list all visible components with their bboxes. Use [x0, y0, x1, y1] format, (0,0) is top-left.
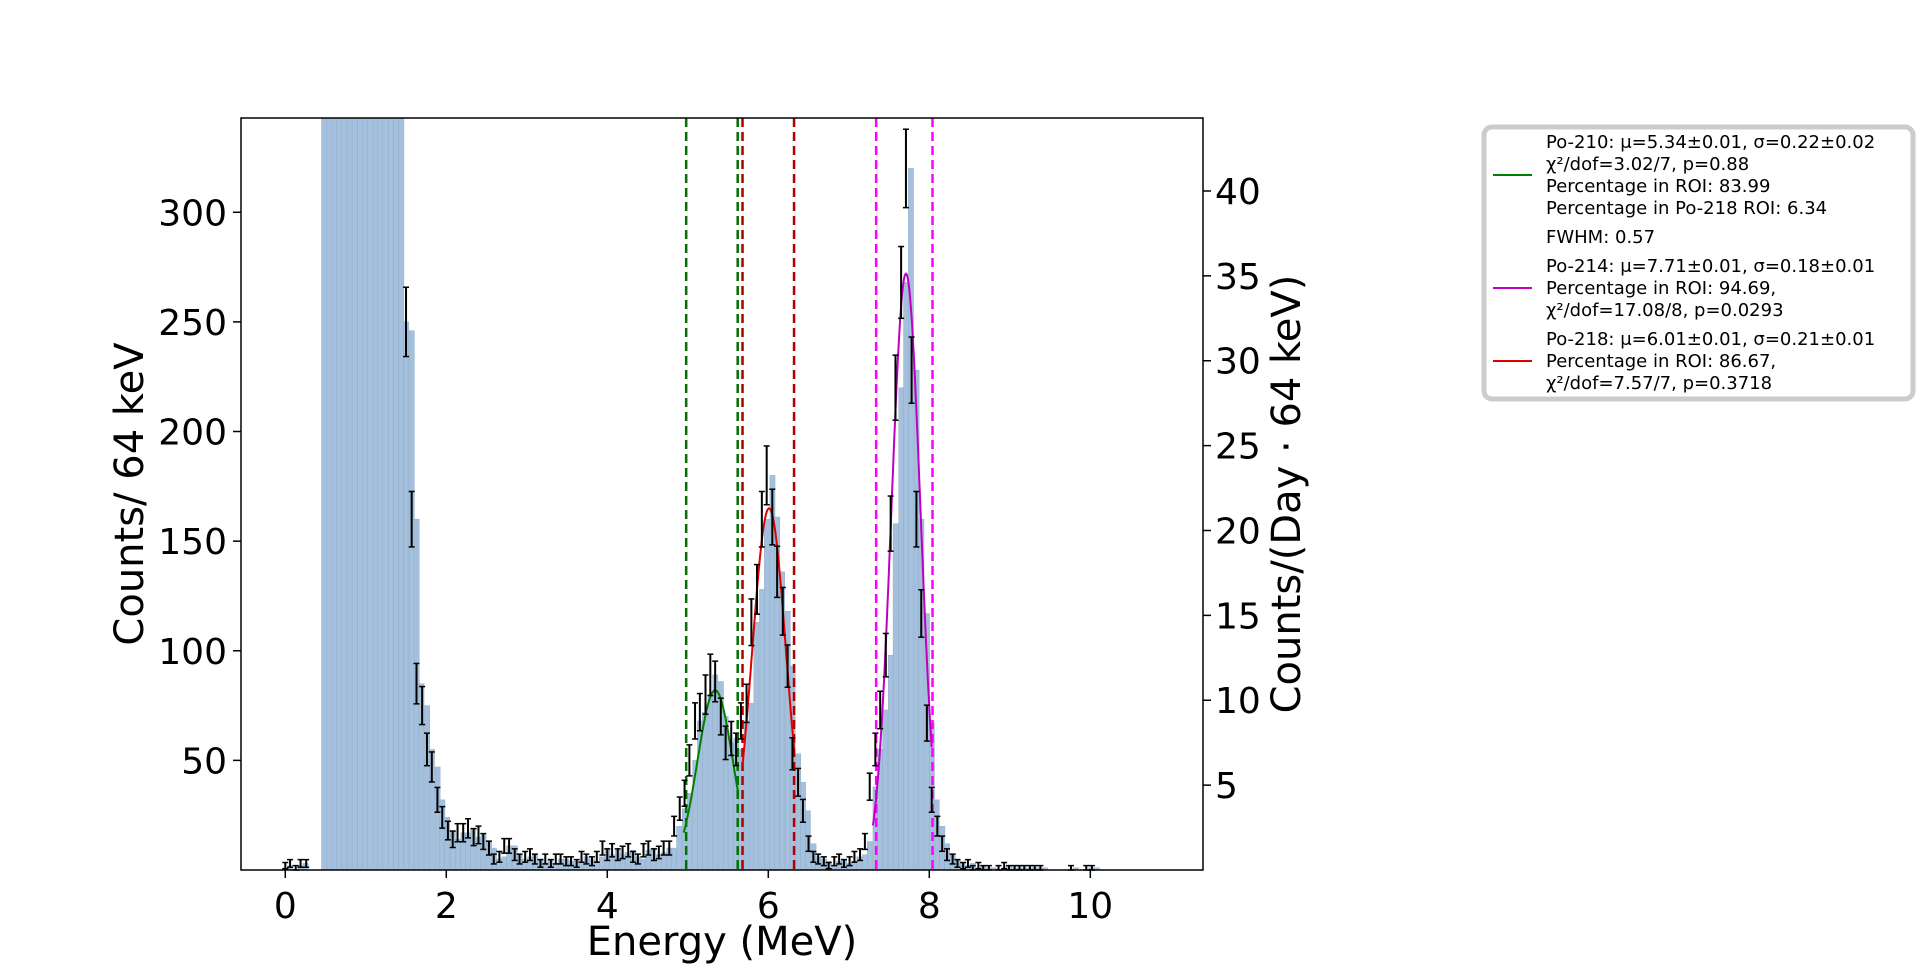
y-tick-label: 300	[158, 193, 227, 234]
histogram-bar	[800, 782, 806, 871]
histogram-bar	[388, 117, 394, 871]
legend-entry-text: Po-210: μ=5.34±0.01, σ=0.22±0.02	[1546, 132, 1875, 153]
histogram-bar	[347, 117, 353, 871]
histogram-bar	[321, 117, 327, 871]
histogram-bar	[357, 117, 364, 871]
legend-entry-text: Percentage in ROI: 83.99	[1546, 176, 1770, 197]
legend-entry-text: Po-214: μ=7.71±0.01, σ=0.18±0.01	[1546, 256, 1875, 277]
histogram-bar	[707, 694, 714, 871]
right-y-tick-label: 25	[1215, 427, 1261, 468]
histogram-bar	[424, 705, 430, 871]
right-y-tick-label: 10	[1215, 681, 1261, 722]
legend-entry-text: Percentage in Po-218 ROI: 6.34	[1546, 198, 1827, 219]
fit-curve	[871, 272, 933, 826]
legend-entry-text: FWHM: 0.57	[1546, 227, 1655, 248]
histogram-bar	[372, 117, 379, 871]
histogram-bar	[888, 654, 894, 871]
histogram-bar	[341, 117, 347, 871]
histogram-bar	[764, 519, 770, 871]
right-y-tick-label: 30	[1215, 342, 1261, 383]
fit-curve	[741, 507, 795, 765]
histogram-bar	[599, 856, 605, 871]
x-axis-ticks: 0 2 4 6 8 10	[274, 870, 1113, 927]
legend-entry-text: χ²/dof=17.08/8, p=0.0293	[1546, 300, 1784, 321]
histogram-bar	[501, 856, 508, 871]
histogram-bar	[351, 117, 358, 871]
y-tick-label: 50	[181, 741, 227, 782]
y-tick-label: 150	[158, 522, 227, 563]
x-tick-label: 0	[274, 886, 297, 927]
y-tick-label: 200	[158, 413, 227, 454]
y-axis-label: Counts/ 64 keV	[107, 342, 153, 646]
histogram-bar	[862, 854, 868, 871]
x-tick-label: 10	[1067, 886, 1113, 927]
plot-frame	[240, 117, 1204, 871]
legend-entry-text: Percentage in ROI: 94.69,	[1546, 278, 1776, 299]
legend-entry-text: χ²/dof=7.57/7, p=0.3718	[1546, 373, 1772, 394]
histogram-bar	[362, 117, 368, 871]
histogram-bar	[326, 117, 332, 871]
histogram-bar	[640, 858, 647, 871]
right-y-axis-ticks: 5 10 15 20 25 30 35 40	[1203, 172, 1261, 807]
right-y-tick-label: 35	[1215, 257, 1261, 298]
y-tick-label: 250	[158, 303, 227, 344]
x-axis-label: Energy (MeV)	[587, 919, 857, 965]
legend-box	[1481, 124, 1916, 402]
x-tick-label: 2	[435, 886, 458, 927]
legend-entry-text: Po-218: μ=6.01±0.01, σ=0.21±0.01	[1546, 329, 1875, 350]
histogram-bar	[671, 847, 678, 871]
right-y-tick-label: 15	[1215, 596, 1261, 637]
histogram-bar	[712, 674, 719, 871]
histogram-bar	[882, 709, 888, 871]
histogram-bar	[403, 321, 409, 871]
right-y-tick-label: 20	[1215, 511, 1261, 552]
histogram-bar	[702, 711, 708, 871]
histogram-bar	[867, 841, 873, 871]
histogram-bar	[383, 117, 389, 871]
histogram-bar	[753, 622, 760, 871]
right-y-tick-label: 5	[1215, 766, 1238, 807]
histogram-bar	[392, 117, 399, 871]
histogram-bar	[367, 117, 373, 871]
legend-entry-text: Percentage in ROI: 86.67,	[1546, 351, 1776, 372]
x-tick-label: 6	[757, 886, 780, 927]
legend: Po-210: μ=5.34±0.01, σ=0.22±0.02χ²/dof=3…	[1481, 124, 1916, 402]
histogram-bar	[759, 589, 765, 871]
histogram-bar	[454, 839, 461, 871]
histogram-bar	[336, 117, 343, 871]
y-axis-ticks: 50 100 150 200 250 300	[158, 193, 241, 782]
histogram-bar	[898, 387, 905, 871]
histogram-bar	[377, 117, 384, 871]
histogram-bar	[398, 117, 405, 871]
histogram-bar	[908, 168, 914, 871]
right-y-axis-label: Counts/(Day · 64 keV)	[1264, 275, 1310, 714]
histogram-bar	[903, 282, 909, 871]
histogram-bar	[892, 523, 899, 871]
y-tick-label: 100	[158, 632, 227, 673]
histogram-bar	[748, 703, 755, 871]
right-y-tick-label: 40	[1215, 172, 1261, 213]
x-tick-label: 4	[596, 886, 619, 927]
legend-entry-text: χ²/dof=3.02/7, p=0.88	[1546, 154, 1749, 175]
histogram-bar	[331, 117, 338, 871]
histogram-bar	[409, 330, 415, 871]
histogram-bar	[434, 766, 441, 871]
x-tick-label: 8	[918, 886, 941, 927]
histogram-bar	[676, 825, 682, 871]
